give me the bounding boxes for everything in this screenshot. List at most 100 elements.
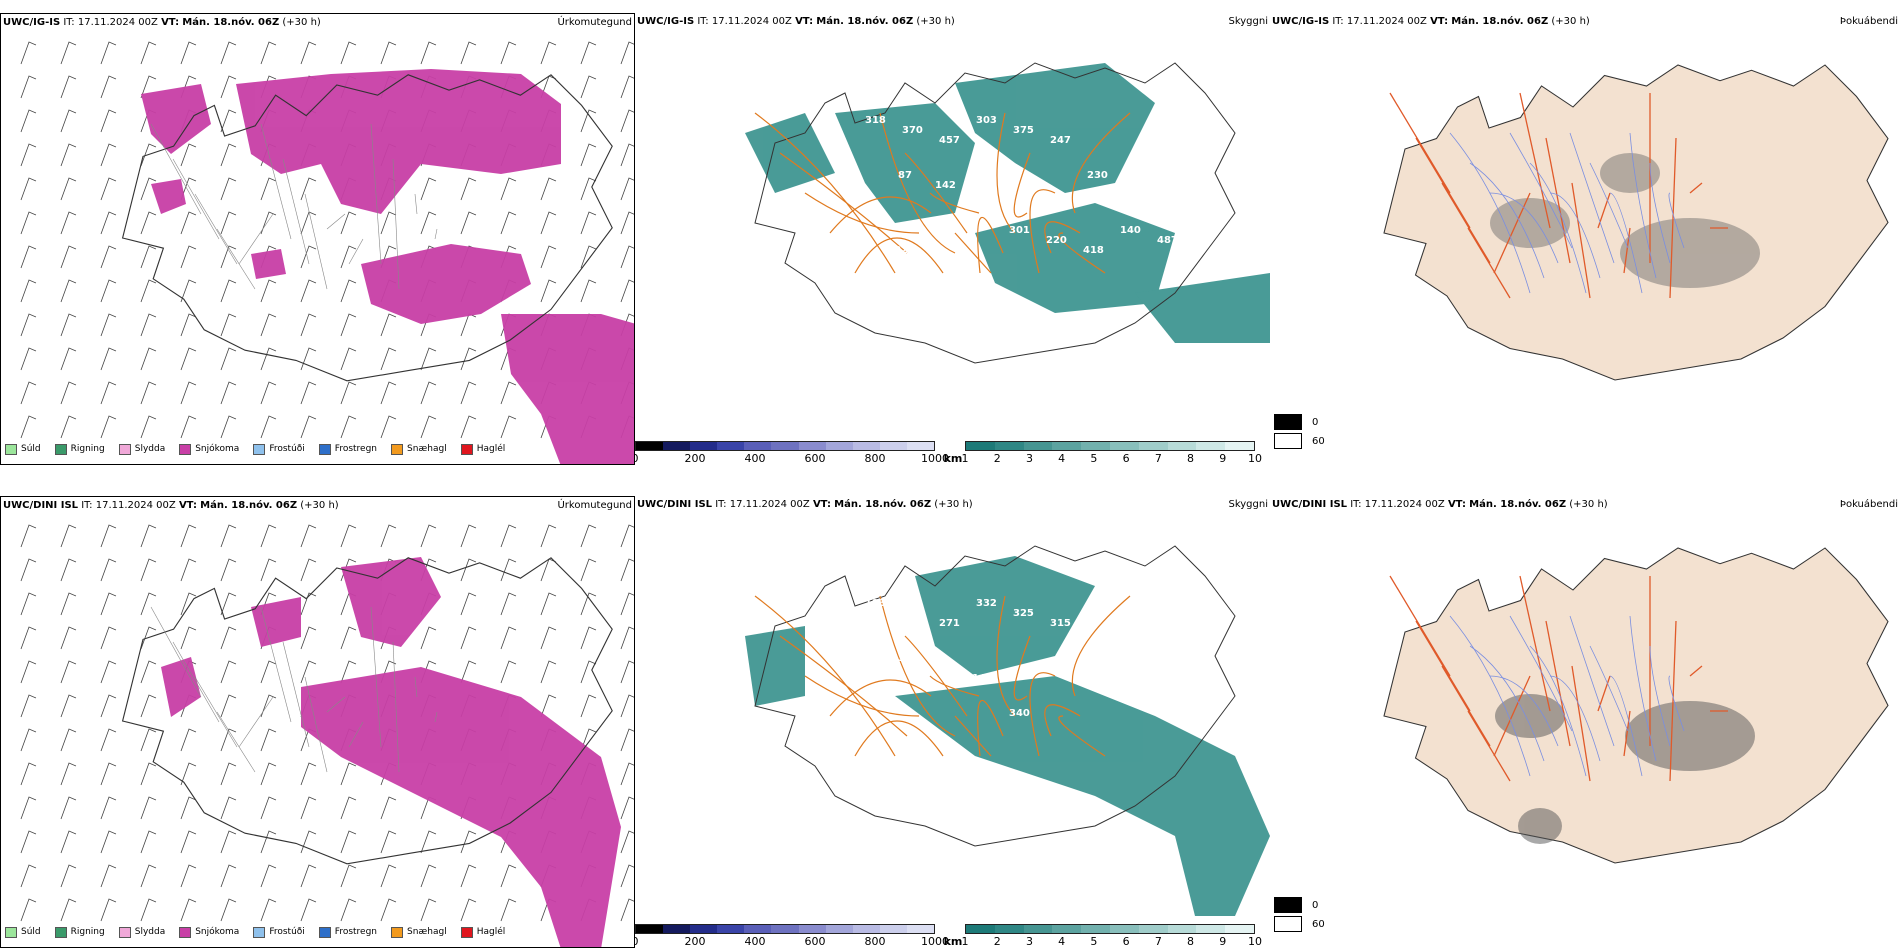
wind-barb — [260, 381, 277, 405]
river-line — [1569, 132, 1615, 264]
wind-barb — [20, 109, 37, 133]
road-line — [414, 676, 418, 698]
colorbar-segment — [771, 442, 799, 450]
wind-barb — [540, 211, 557, 235]
wind-barb — [460, 415, 477, 439]
legend-label: Slydda — [134, 444, 166, 454]
road-line — [1029, 189, 1056, 274]
legend-swatch — [253, 443, 266, 455]
wind-barb — [60, 898, 77, 922]
wind-barb — [180, 415, 197, 439]
colorbar-segment — [879, 442, 907, 450]
colorbar-segment — [1109, 925, 1139, 933]
panel-title: UWC/IG-IS IT: 17.11.2024 00Z VT: Mán. 18… — [1272, 16, 1590, 27]
wind-barb — [20, 830, 37, 854]
wind-barb — [500, 660, 517, 684]
wind-barb — [300, 592, 317, 616]
wind-barb — [420, 524, 437, 548]
wind-barb — [60, 796, 77, 820]
wind-barb — [460, 177, 477, 201]
legend-item: Rigning — [54, 443, 105, 455]
wind-barb — [260, 762, 277, 786]
wind-barb — [580, 109, 597, 133]
wind-barb — [20, 898, 37, 922]
cloud-base-label: 111 — [972, 190, 993, 201]
cloud-base-label: 252 — [1124, 663, 1145, 674]
colorbar-segment — [1138, 442, 1168, 450]
wind-barb — [180, 143, 197, 167]
wind-barb — [260, 524, 277, 548]
wind-barb — [60, 211, 77, 235]
cloud-base-label: 332 — [976, 598, 997, 609]
wind-barb — [100, 347, 117, 371]
road-line — [954, 232, 992, 274]
road-line — [779, 635, 908, 737]
cloud-base-label: 823 — [894, 245, 915, 256]
colorbar-segment — [879, 925, 907, 933]
wind-barb — [540, 177, 557, 201]
wind-barb — [380, 830, 397, 854]
wind-barb — [580, 143, 597, 167]
wind-barb — [580, 694, 597, 718]
colorbar-segment — [852, 925, 880, 933]
legend-item: Rigning — [54, 926, 105, 938]
road-line — [150, 606, 202, 698]
wind-barb — [500, 381, 517, 405]
road-line — [1467, 227, 1511, 299]
wind-barb — [260, 830, 277, 854]
road-line — [754, 112, 896, 274]
wind-barb — [340, 626, 357, 650]
wind-barb — [420, 626, 437, 650]
road-line — [392, 641, 400, 773]
wind-barb — [220, 728, 237, 752]
river-line — [1469, 162, 1545, 279]
legend-swatch — [54, 443, 67, 455]
road-line — [996, 112, 1016, 234]
cloud-base-label: 340 — [1009, 708, 1030, 719]
wind-barb — [500, 415, 517, 439]
wind-barb — [20, 211, 37, 235]
wind-barb — [100, 524, 117, 548]
colorbar-tick: 6 — [1122, 452, 1130, 465]
legend-item: Slydda — [118, 443, 166, 455]
road-line — [1415, 620, 1471, 712]
road-line — [1571, 182, 1591, 299]
panel-type-label: Úrkomutegund — [557, 500, 632, 511]
colorbar-segment — [825, 442, 853, 450]
cloud-base-label: 325 — [1013, 608, 1034, 619]
road-line — [194, 676, 238, 748]
legend-label: Frostúði — [269, 444, 305, 454]
cloud-map: 193 558 271 332 325 315 320 252 386 338 247 142 340 — [745, 545, 1270, 916]
road-line — [370, 123, 382, 265]
legend-label: Haglél — [476, 444, 506, 454]
wind-barb — [20, 381, 37, 405]
wind-barb — [300, 381, 317, 405]
road-line — [1689, 665, 1703, 677]
road-line — [929, 675, 980, 697]
fog-swatch — [1274, 897, 1302, 913]
cloud-base-label: 315 — [1050, 618, 1071, 629]
wind-barb — [420, 415, 437, 439]
legend-swatch — [391, 443, 404, 455]
road-line — [1519, 575, 1551, 712]
wind-barb — [140, 626, 157, 650]
river-line — [1589, 162, 1629, 249]
colorbar-tick: 0 — [635, 935, 639, 948]
wind-barb — [140, 211, 157, 235]
wind-barb — [180, 41, 197, 65]
wind-barb — [620, 898, 634, 922]
wind-barb — [220, 313, 237, 337]
wind-barb — [620, 796, 634, 820]
wind-barb — [20, 796, 37, 820]
panel-type-label: Skyggni — [1228, 499, 1268, 510]
legend-label: Haglél — [476, 927, 506, 937]
colorbar-segment — [966, 442, 995, 450]
road-line — [854, 237, 944, 274]
ceiling-colorbar: m02004006008001000 — [635, 924, 949, 948]
colorbar-tick: 600 — [804, 935, 826, 948]
colorbar-segment — [1196, 925, 1226, 933]
wind-barb — [60, 830, 77, 854]
wind-barb — [180, 592, 197, 616]
wind-barb — [220, 75, 237, 99]
wind-barb — [340, 415, 357, 439]
